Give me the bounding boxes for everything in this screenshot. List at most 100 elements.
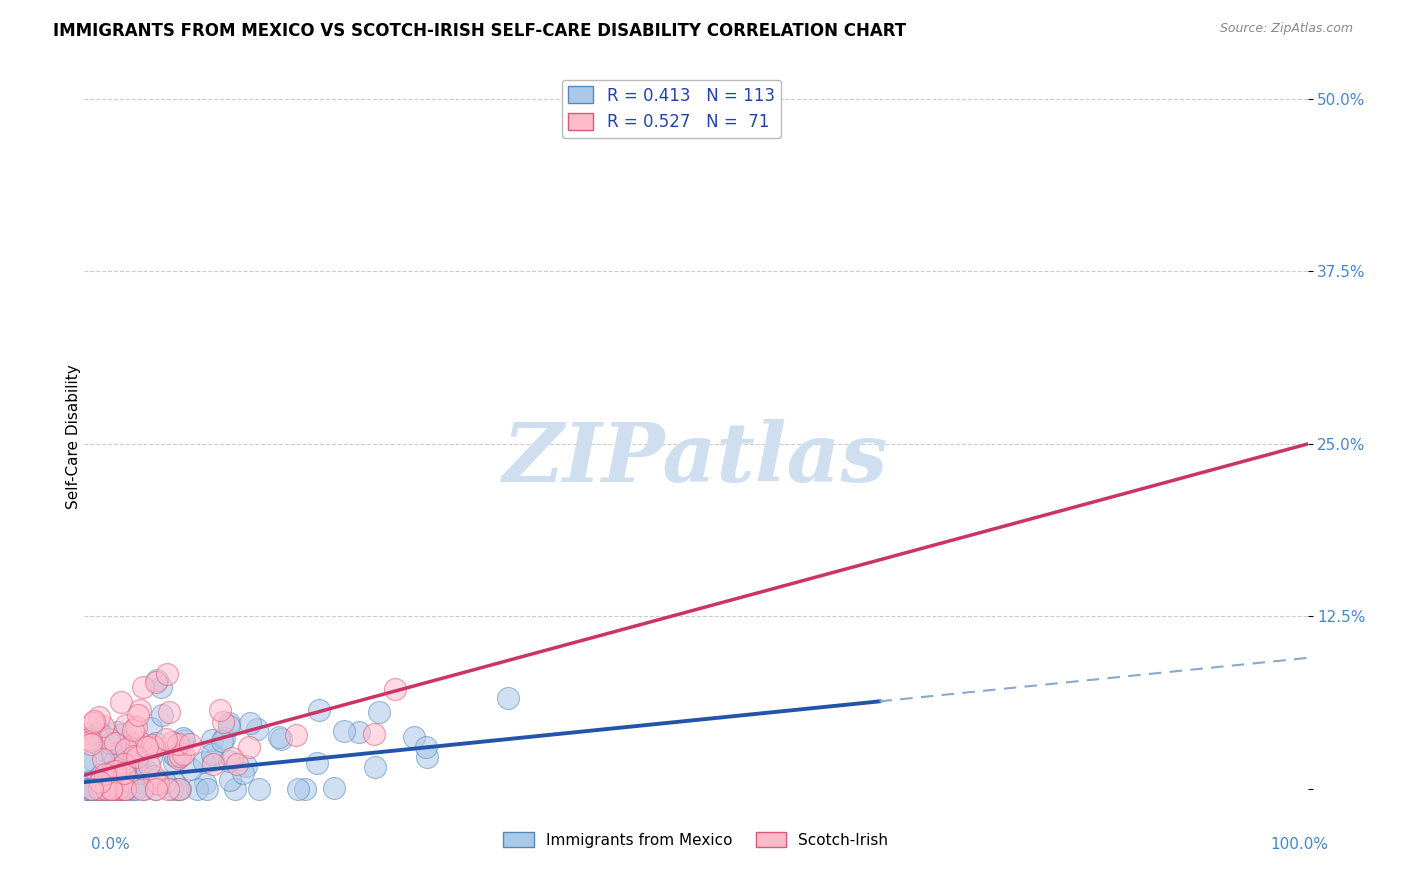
- Point: [363, 727, 385, 741]
- Point: [167, 782, 190, 797]
- Point: [86, 782, 108, 797]
- Point: [86, 728, 108, 742]
- Point: [110, 782, 132, 797]
- Point: [96, 769, 118, 783]
- Point: [80, 782, 103, 797]
- Point: [101, 747, 124, 761]
- Point: [163, 755, 186, 769]
- Point: [107, 772, 129, 787]
- Point: [90, 767, 112, 781]
- Point: [80, 782, 103, 797]
- Point: [416, 750, 439, 764]
- Point: [135, 740, 157, 755]
- Point: [80, 782, 103, 797]
- Point: [157, 782, 180, 797]
- Point: [145, 674, 167, 689]
- Point: [98, 736, 121, 750]
- Point: [141, 721, 163, 735]
- Point: [76, 782, 98, 797]
- Point: [347, 724, 370, 739]
- Point: [333, 724, 356, 739]
- Point: [160, 782, 183, 797]
- Point: [160, 734, 183, 748]
- Point: [107, 782, 129, 797]
- Point: [232, 766, 254, 780]
- Point: [101, 782, 124, 797]
- Point: [218, 715, 240, 730]
- Point: [77, 732, 100, 747]
- Point: [111, 727, 134, 741]
- Point: [80, 782, 103, 797]
- Point: [97, 761, 120, 775]
- Point: [285, 728, 308, 742]
- Point: [157, 705, 180, 719]
- Point: [91, 782, 114, 797]
- Point: [167, 737, 190, 751]
- Point: [169, 782, 191, 797]
- Point: [146, 776, 169, 790]
- Point: [110, 695, 132, 709]
- Point: [201, 747, 224, 762]
- Point: [195, 782, 218, 797]
- Point: [90, 726, 112, 740]
- Point: [124, 748, 146, 763]
- Point: [104, 764, 127, 779]
- Point: [114, 782, 136, 797]
- Point: [83, 714, 105, 728]
- Text: 100.0%: 100.0%: [1271, 837, 1329, 852]
- Point: [117, 734, 139, 748]
- Point: [82, 716, 104, 731]
- Point: [132, 680, 155, 694]
- Point: [121, 782, 143, 797]
- Point: [93, 782, 115, 797]
- Point: [79, 782, 101, 797]
- Point: [108, 745, 131, 759]
- Point: [224, 782, 246, 797]
- Point: [201, 732, 224, 747]
- Point: [90, 782, 112, 797]
- Point: [94, 767, 117, 781]
- Point: [82, 782, 104, 797]
- Point: [110, 760, 132, 774]
- Point: [87, 725, 110, 739]
- Point: [114, 782, 136, 797]
- Point: [132, 782, 155, 797]
- Point: [117, 753, 139, 767]
- Point: [138, 757, 160, 772]
- Point: [105, 782, 128, 797]
- Point: [93, 752, 115, 766]
- Point: [118, 782, 141, 797]
- Point: [214, 731, 236, 745]
- Point: [267, 730, 290, 744]
- Point: [121, 723, 143, 737]
- Point: [247, 782, 270, 797]
- Point: [156, 666, 179, 681]
- Point: [93, 782, 115, 797]
- Point: [129, 742, 152, 756]
- Point: [143, 739, 166, 754]
- Point: [89, 774, 111, 789]
- Point: [91, 719, 114, 733]
- Point: [98, 774, 121, 789]
- Point: [107, 782, 129, 797]
- Point: [169, 748, 191, 763]
- Text: ZIPatlas: ZIPatlas: [503, 419, 889, 499]
- Point: [148, 777, 170, 791]
- Point: [112, 757, 135, 772]
- Point: [364, 760, 387, 774]
- Point: [145, 673, 167, 688]
- Point: [131, 782, 153, 797]
- Point: [201, 757, 224, 772]
- Point: [87, 782, 110, 797]
- Point: [219, 772, 242, 787]
- Point: [89, 782, 111, 797]
- Point: [193, 755, 215, 769]
- Point: [218, 755, 240, 769]
- Point: [110, 745, 132, 759]
- Point: [80, 734, 103, 748]
- Point: [115, 741, 138, 756]
- Point: [322, 781, 344, 796]
- Point: [101, 765, 124, 780]
- Point: [112, 765, 135, 780]
- Point: [94, 782, 117, 797]
